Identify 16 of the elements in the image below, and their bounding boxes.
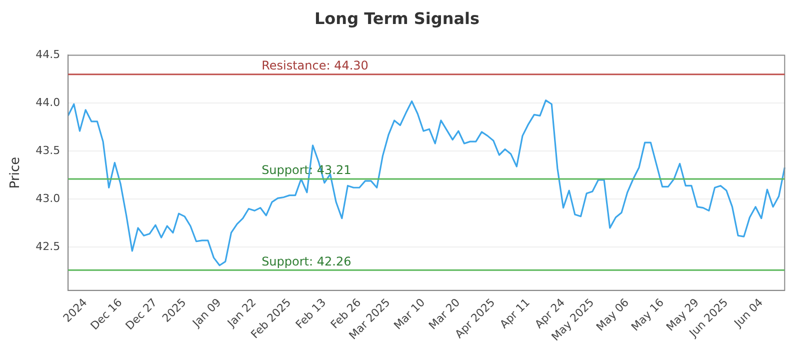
y-tick-label: 44.5 <box>36 48 60 62</box>
y-tick-label: 44.0 <box>36 96 60 110</box>
y-tick-label: 43.5 <box>36 144 60 158</box>
x-tick-label: Dec 16 <box>88 296 125 333</box>
y-tick-label: 43.0 <box>36 192 60 206</box>
x-tick-label: Mar 10 <box>391 296 428 332</box>
chart-title: Long Term Signals <box>314 8 480 28</box>
y-axis-title: Price <box>8 156 24 189</box>
ref-line-label: Support: 42.26 <box>262 254 352 268</box>
x-tick-label: Jan 09 <box>189 296 224 330</box>
x-tick-label: Dec 27 <box>123 296 160 333</box>
x-tick-label: Jun 04 <box>731 296 766 330</box>
ref-line-label: Resistance: 44.30 <box>262 58 368 73</box>
x-tick-label: Apr 11 <box>497 296 532 331</box>
y-tick-label: 42.5 <box>36 240 60 253</box>
x-tick-label: Feb 13 <box>293 296 329 332</box>
